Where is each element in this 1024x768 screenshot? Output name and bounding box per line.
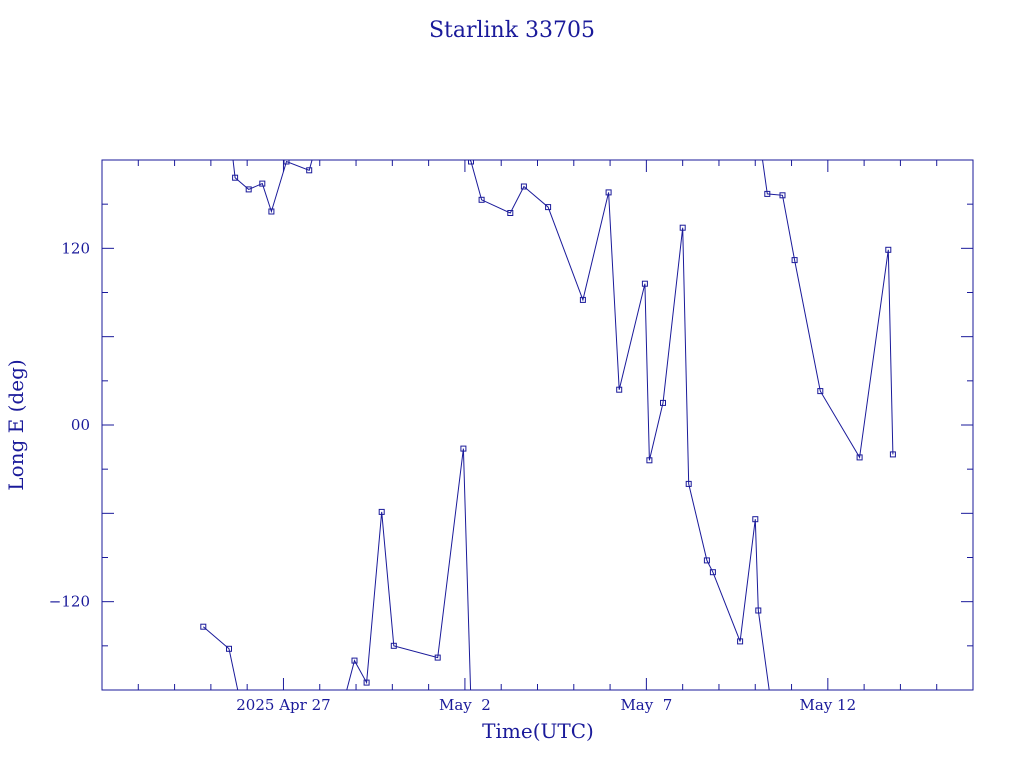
series-3-point-13: [685, 480, 692, 487]
y-tick-label: 00: [71, 416, 90, 434]
series-2-point-4: [390, 642, 397, 649]
series-0-point-1: [226, 645, 232, 652]
series-4-point-7: [889, 451, 896, 458]
series-2-point-3: [378, 508, 385, 515]
x-axis-label: Time(UTC): [482, 719, 594, 743]
series-4-point-2: [779, 192, 786, 199]
series-3-point-16: [737, 638, 744, 645]
series-2-point-6: [460, 445, 467, 452]
series-4-point-5: [856, 454, 863, 461]
series-1-point-1: [232, 174, 239, 181]
series-3-point-5: [545, 204, 552, 211]
series-3-point-12: [679, 224, 686, 231]
series-1-point-3: [259, 180, 266, 187]
y-tick-label: 120: [61, 239, 90, 257]
series-2-point-0: [338, 710, 343, 715]
series-1-point-4: [268, 208, 275, 215]
series-3-point-14: [703, 557, 710, 564]
series-4-point-0: [759, 149, 764, 154]
series-3-point-15: [709, 569, 716, 576]
series-3-point-4: [520, 183, 527, 190]
series-2-line: [346, 448, 472, 690]
x-tick-label: May 12: [800, 696, 857, 714]
series-3-point-8: [616, 386, 623, 393]
y-tick-label: −120: [49, 593, 90, 611]
y-axis-label: Long E (deg): [4, 359, 28, 490]
series-0-line: [202, 626, 239, 690]
series-3-point-9: [641, 280, 648, 287]
series-3-point-10: [646, 457, 653, 464]
x-tick-label: May 2: [439, 696, 491, 714]
series-3-point-2: [478, 196, 485, 203]
series-3-line: [469, 160, 770, 690]
tick-labels: −120 00 120 2025 Apr 27 May 2 May 7 May 12: [49, 239, 856, 714]
x-tick-label: May 7: [620, 696, 672, 714]
series-4-point-3: [791, 257, 798, 264]
plot-frame: [101, 159, 974, 691]
series-4-point-4: [817, 388, 824, 395]
series-2-point-1: [351, 657, 358, 664]
series-3-point-7: [605, 189, 612, 196]
series-4-point-1: [764, 190, 771, 197]
series-3-point-11: [660, 399, 666, 406]
chart-title: Starlink 33705: [429, 18, 595, 43]
axis-ticks: [102, 160, 973, 690]
series-3-point-18: [755, 607, 762, 614]
series-3-point-0: [461, 149, 466, 154]
series-3-point-1: [468, 160, 474, 165]
series-3-point-3: [507, 210, 514, 216]
series-4-point-6: [885, 246, 892, 253]
series-1-point-5: [283, 160, 290, 165]
series-3-point-6: [579, 296, 586, 303]
series-1-point-6: [306, 167, 313, 174]
series-1-point-2: [245, 186, 252, 193]
series-1-point-7: [316, 135, 321, 140]
series-1-line: [232, 160, 313, 214]
plot-area: [200, 135, 896, 715]
series-0-point-0: [200, 623, 207, 630]
series-2-point-5: [434, 654, 441, 661]
series-3-point-17: [752, 516, 759, 523]
series-1-point-0: [230, 149, 235, 154]
series-3-point-19: [768, 696, 773, 701]
x-tick-label: 2025 Apr 27: [236, 696, 330, 714]
series-4-line: [762, 160, 894, 459]
series-2-point-2: [363, 679, 370, 686]
